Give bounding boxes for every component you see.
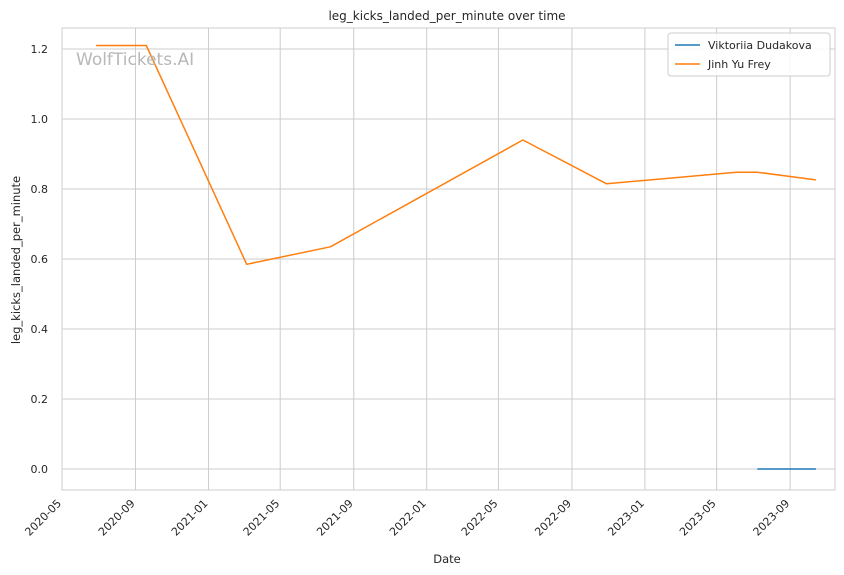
y-tick-label: 1.2 xyxy=(31,43,49,56)
legend-box xyxy=(667,32,831,77)
y-axis-label: leg_kicks_landed_per_minute xyxy=(9,176,23,344)
x-tick-label: 2020-05 xyxy=(22,497,64,539)
legend: Viktoriia Dudakova Jinh Yu Frey xyxy=(667,32,831,77)
x-tick-label: 2023-05 xyxy=(677,497,719,539)
x-tick-label: 2022-09 xyxy=(532,497,574,539)
y-tick-label: 0.0 xyxy=(31,463,49,476)
x-tick-label: 2022-05 xyxy=(459,497,501,539)
x-tick-labels: 2020-05 2020-09 2021-01 2021-05 2021-09 2022-… xyxy=(22,497,792,539)
x-tick-label: 2021-01 xyxy=(169,497,211,539)
x-tick-label: 2021-09 xyxy=(314,497,356,539)
y-tick-label: 1.0 xyxy=(31,113,49,126)
x-tick-label: 2023-01 xyxy=(605,497,647,539)
x-tick-label: 2020-09 xyxy=(96,497,138,539)
x-axis-label: Date xyxy=(433,552,461,566)
y-tick-labels: 0.0 0.2 0.4 0.6 0.8 1.0 1.2 xyxy=(31,43,49,476)
x-tick-label: 2022-01 xyxy=(387,497,429,539)
series-lines xyxy=(96,44,816,470)
y-tick-label: 0.2 xyxy=(31,393,49,406)
y-tick-label: 0.4 xyxy=(31,323,49,336)
legend-label-jinh-yu-frey: Jinh Yu Frey xyxy=(707,58,771,71)
series-line-jinh-yu-frey xyxy=(96,44,816,266)
x-tick-label: 2021-05 xyxy=(241,497,283,539)
y-tick-label: 0.8 xyxy=(31,183,49,196)
x-tick-label: 2023-09 xyxy=(751,497,793,539)
chart-title: leg_kicks_landed_per_minute over time xyxy=(328,9,565,23)
watermark: WolfTickets.AI xyxy=(76,50,194,70)
grid xyxy=(61,28,835,490)
legend-label-viktoriia-dudakova: Viktoriia Dudakova xyxy=(708,39,812,52)
y-tick-label: 0.6 xyxy=(31,253,49,266)
